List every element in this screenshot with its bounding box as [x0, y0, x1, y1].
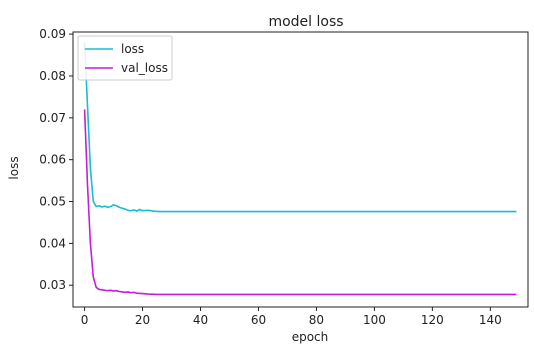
y-tick-label: 0.03	[39, 278, 66, 292]
y-tick-label: 0.05	[39, 195, 66, 209]
legend-box	[77, 35, 173, 81]
legend-label-val-loss: val_loss	[121, 61, 168, 75]
x-axis-label: epoch	[292, 330, 329, 344]
x-tick-label: 0	[81, 313, 89, 327]
y-tick-label: 0.09	[39, 27, 66, 41]
series-line-loss	[83, 42, 517, 213]
x-tick-label: 100	[363, 313, 386, 327]
x-tick-label: 140	[479, 313, 502, 327]
legend-label-loss: loss	[121, 42, 144, 56]
plot-frame	[72, 31, 529, 308]
y-tick-label: 0.04	[39, 236, 66, 250]
y-axis-label: loss	[7, 156, 21, 179]
x-tick-label: 40	[193, 313, 208, 327]
x-tick-label: 120	[421, 313, 444, 327]
series-line-val-loss	[83, 109, 517, 296]
y-tick-label: 0.06	[39, 153, 66, 167]
x-tick-label: 60	[251, 313, 266, 327]
y-tick-label: 0.07	[39, 111, 66, 125]
x-tick-label: 20	[135, 313, 150, 327]
chart-title: model loss	[268, 14, 343, 30]
y-tick-label: 0.08	[39, 69, 66, 83]
x-tick-label: 80	[309, 313, 324, 327]
